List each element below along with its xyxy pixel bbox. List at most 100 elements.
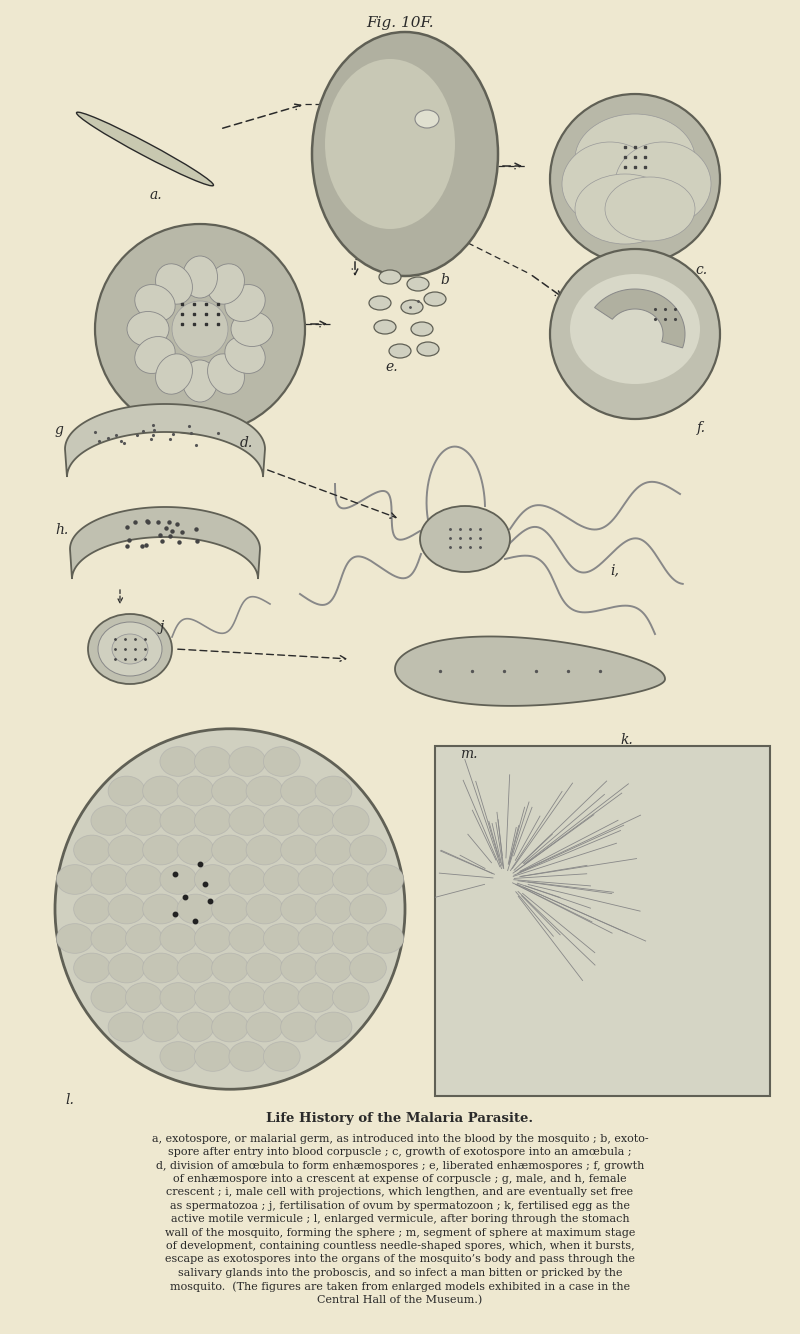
Ellipse shape	[550, 249, 720, 419]
Ellipse shape	[74, 952, 110, 983]
Text: a.: a.	[150, 188, 162, 201]
Ellipse shape	[417, 342, 439, 356]
Ellipse shape	[74, 835, 110, 864]
Text: d.: d.	[240, 436, 254, 450]
Ellipse shape	[134, 336, 175, 374]
Ellipse shape	[263, 923, 300, 954]
Ellipse shape	[605, 177, 695, 241]
Ellipse shape	[298, 864, 334, 894]
Text: g: g	[55, 423, 64, 438]
Ellipse shape	[160, 923, 197, 954]
Ellipse shape	[160, 747, 197, 776]
Ellipse shape	[126, 923, 162, 954]
Ellipse shape	[615, 141, 711, 225]
Text: a, exotospore, or malarial germ, as introduced into the blood by the mosquito ; : a, exotospore, or malarial germ, as intr…	[152, 1134, 648, 1306]
Ellipse shape	[182, 360, 218, 402]
Ellipse shape	[350, 894, 386, 924]
Ellipse shape	[91, 806, 128, 835]
Ellipse shape	[126, 983, 162, 1013]
Ellipse shape	[281, 952, 318, 983]
Ellipse shape	[350, 952, 386, 983]
Ellipse shape	[194, 806, 231, 835]
Ellipse shape	[263, 864, 300, 894]
Ellipse shape	[126, 806, 162, 835]
Ellipse shape	[212, 952, 248, 983]
Ellipse shape	[57, 864, 93, 894]
Ellipse shape	[281, 1013, 318, 1042]
Ellipse shape	[570, 273, 700, 384]
Ellipse shape	[212, 835, 248, 864]
Ellipse shape	[415, 109, 439, 128]
Text: m.: m.	[460, 747, 478, 760]
Ellipse shape	[207, 264, 245, 304]
Ellipse shape	[229, 747, 266, 776]
Text: f.: f.	[697, 422, 706, 435]
Ellipse shape	[575, 173, 675, 244]
Ellipse shape	[177, 952, 214, 983]
Ellipse shape	[263, 983, 300, 1013]
Ellipse shape	[112, 634, 148, 664]
Ellipse shape	[281, 835, 318, 864]
Ellipse shape	[298, 806, 334, 835]
Ellipse shape	[155, 354, 193, 395]
Ellipse shape	[350, 835, 386, 864]
Ellipse shape	[134, 284, 175, 321]
Ellipse shape	[424, 292, 446, 305]
Ellipse shape	[315, 952, 352, 983]
Ellipse shape	[57, 923, 93, 954]
Ellipse shape	[207, 354, 245, 395]
Ellipse shape	[246, 894, 283, 924]
Ellipse shape	[142, 776, 179, 806]
Ellipse shape	[246, 952, 283, 983]
Ellipse shape	[420, 506, 510, 572]
Ellipse shape	[333, 983, 369, 1013]
Polygon shape	[65, 404, 265, 478]
Ellipse shape	[333, 923, 369, 954]
Bar	[435, 746, 770, 1097]
Ellipse shape	[298, 983, 334, 1013]
Ellipse shape	[172, 301, 228, 358]
Text: l.: l.	[65, 1093, 74, 1107]
Ellipse shape	[229, 1042, 266, 1071]
Ellipse shape	[177, 835, 214, 864]
Ellipse shape	[182, 256, 218, 297]
Ellipse shape	[194, 1042, 231, 1071]
Polygon shape	[594, 289, 685, 348]
Ellipse shape	[108, 894, 145, 924]
Ellipse shape	[367, 864, 404, 894]
Ellipse shape	[91, 983, 128, 1013]
Text: c.: c.	[695, 263, 707, 277]
Ellipse shape	[389, 344, 411, 358]
Ellipse shape	[177, 894, 214, 924]
Ellipse shape	[108, 952, 145, 983]
Ellipse shape	[246, 776, 283, 806]
Text: k.: k.	[620, 732, 633, 747]
Ellipse shape	[160, 864, 197, 894]
Ellipse shape	[160, 983, 197, 1013]
Ellipse shape	[575, 113, 695, 204]
Ellipse shape	[177, 1013, 214, 1042]
Ellipse shape	[231, 312, 273, 347]
Text: Fig. 10F.: Fig. 10F.	[366, 16, 434, 29]
Ellipse shape	[315, 894, 352, 924]
Ellipse shape	[246, 835, 283, 864]
Text: e.: e.	[385, 360, 398, 374]
Ellipse shape	[142, 835, 179, 864]
Ellipse shape	[281, 894, 318, 924]
Ellipse shape	[550, 93, 720, 264]
Ellipse shape	[95, 224, 305, 434]
Ellipse shape	[246, 1013, 283, 1042]
Ellipse shape	[411, 321, 433, 336]
Text: h.: h.	[55, 523, 68, 538]
Ellipse shape	[229, 923, 266, 954]
Ellipse shape	[562, 141, 658, 225]
Ellipse shape	[263, 747, 300, 776]
Text: i,: i,	[610, 563, 619, 578]
Ellipse shape	[194, 983, 231, 1013]
Polygon shape	[70, 507, 260, 579]
Ellipse shape	[194, 923, 231, 954]
Ellipse shape	[91, 923, 128, 954]
Ellipse shape	[98, 622, 162, 676]
Ellipse shape	[55, 728, 405, 1090]
Ellipse shape	[108, 835, 145, 864]
